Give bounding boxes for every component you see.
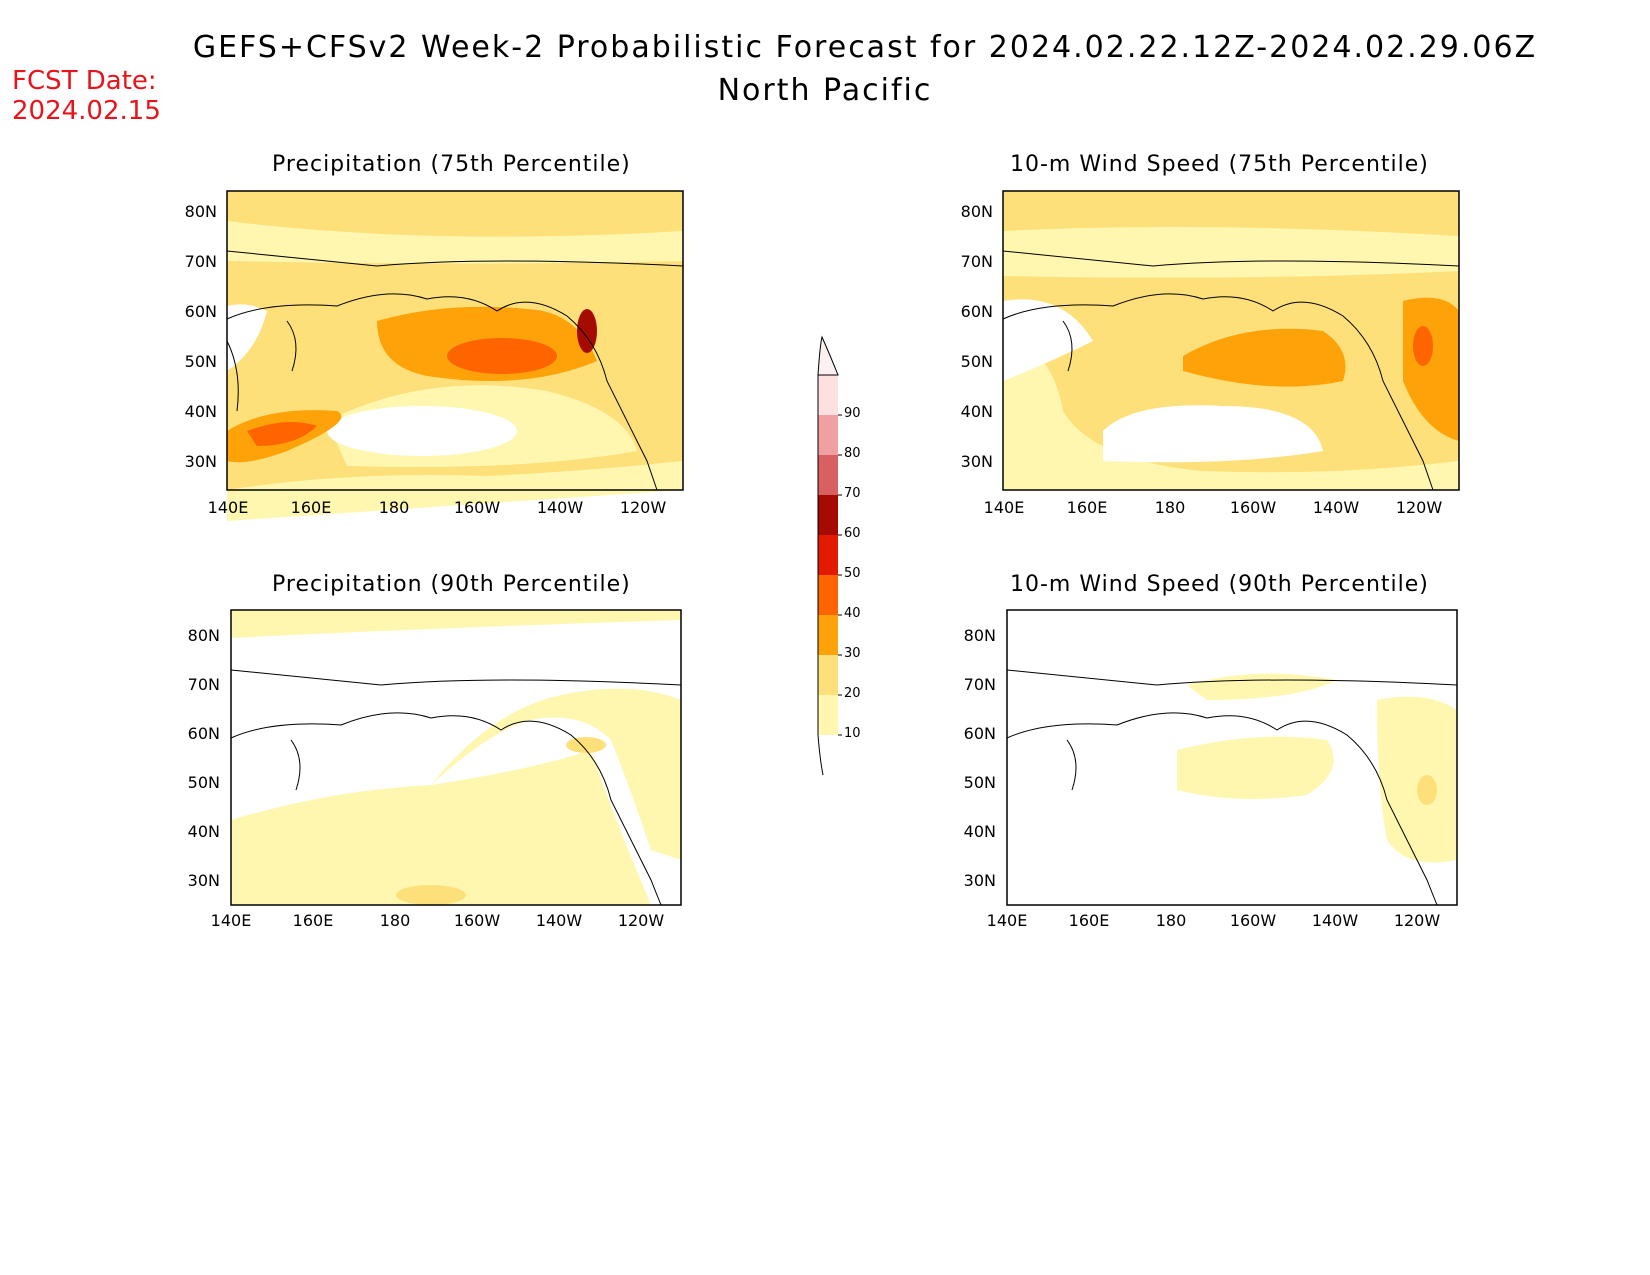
colorbar-swatch-80 bbox=[818, 415, 838, 455]
lon-label-140e: 140E bbox=[207, 498, 249, 517]
colorbar-swatch-90 bbox=[818, 375, 838, 415]
lat-label-50n: 50N bbox=[960, 352, 993, 371]
lat-label-30n: 30N bbox=[963, 871, 996, 890]
lon-label-160e: 160E bbox=[290, 498, 332, 517]
colorbar-swatch-10 bbox=[818, 695, 838, 735]
lat-label-40n: 40N bbox=[184, 402, 217, 421]
lon-label-160e: 160E bbox=[1068, 911, 1110, 930]
lat-label-80n: 80N bbox=[960, 202, 993, 221]
panel-title-precip-90: Precipitation (90th Percentile) bbox=[272, 572, 631, 597]
lat-label-70n: 70N bbox=[963, 675, 996, 694]
colorbar-label-60: 60 bbox=[844, 526, 861, 541]
colorbar-label-20: 20 bbox=[844, 686, 861, 701]
colorbar-swatch-60 bbox=[818, 495, 838, 535]
colorbar-top-cap bbox=[817, 335, 839, 376]
colorbar-label-30: 30 bbox=[844, 646, 861, 661]
lat-label-30n: 30N bbox=[960, 452, 993, 471]
lat-label-50n: 50N bbox=[184, 352, 217, 371]
lon-label-160w: 160W bbox=[453, 911, 501, 930]
colorbar-swatch-50 bbox=[818, 535, 838, 575]
lon-label-160e: 160E bbox=[1066, 498, 1108, 517]
lon-label-140e: 140E bbox=[210, 911, 252, 930]
lon-label-140w: 140W bbox=[1311, 911, 1359, 930]
lat-label-40n: 40N bbox=[187, 822, 220, 841]
panel-title-wind-90: 10-m Wind Speed (90th Percentile) bbox=[1010, 572, 1429, 597]
lon-label-180: 180 bbox=[379, 911, 411, 930]
map-precip-75 bbox=[226, 190, 684, 521]
lat-label-60n: 60N bbox=[184, 302, 217, 321]
lat-label-30n: 30N bbox=[187, 871, 220, 890]
colorbar-swatch-40 bbox=[818, 575, 838, 615]
lon-label-120w: 120W bbox=[1393, 911, 1441, 930]
lon-label-180: 180 bbox=[1154, 498, 1186, 517]
lon-label-120w: 120W bbox=[619, 498, 667, 517]
lat-label-80n: 80N bbox=[184, 202, 217, 221]
lon-label-120w: 120W bbox=[1395, 498, 1443, 517]
colorbar-label-40: 40 bbox=[844, 606, 861, 621]
lat-label-70n: 70N bbox=[184, 252, 217, 271]
lon-label-140w: 140W bbox=[536, 498, 584, 517]
lon-label-160w: 160W bbox=[1229, 911, 1277, 930]
lat-label-70n: 70N bbox=[960, 252, 993, 271]
colorbar-swatch-30 bbox=[818, 615, 838, 655]
lon-label-140w: 140W bbox=[1312, 498, 1360, 517]
lat-label-80n: 80N bbox=[187, 626, 220, 645]
lat-label-60n: 60N bbox=[960, 302, 993, 321]
lat-label-50n: 50N bbox=[187, 773, 220, 792]
fcst-date-label: FCST Date: bbox=[12, 66, 157, 96]
lat-label-80n: 80N bbox=[963, 626, 996, 645]
panel-title-wind-75: 10-m Wind Speed (75th Percentile) bbox=[1010, 152, 1429, 177]
lat-label-40n: 40N bbox=[963, 822, 996, 841]
map-precip-90 bbox=[230, 609, 682, 906]
colorbar-bottom-cap bbox=[817, 734, 824, 776]
lon-label-140w: 140W bbox=[535, 911, 583, 930]
colorbar-label-10: 10 bbox=[844, 726, 861, 741]
lon-label-140e: 140E bbox=[983, 498, 1025, 517]
colorbar-swatch-70 bbox=[818, 455, 838, 495]
map-wind-90 bbox=[1006, 609, 1458, 906]
lat-label-70n: 70N bbox=[187, 675, 220, 694]
lat-label-40n: 40N bbox=[960, 402, 993, 421]
lon-label-160w: 160W bbox=[453, 498, 501, 517]
lat-label-50n: 50N bbox=[963, 773, 996, 792]
lat-label-60n: 60N bbox=[963, 724, 996, 743]
colorbar-label-70: 70 bbox=[844, 486, 861, 501]
lon-label-120w: 120W bbox=[617, 911, 665, 930]
lat-label-60n: 60N bbox=[187, 724, 220, 743]
lon-label-160e: 160E bbox=[292, 911, 334, 930]
colorbar-swatch-20 bbox=[818, 655, 838, 695]
colorbar-label-50: 50 bbox=[844, 566, 861, 581]
lon-label-180: 180 bbox=[1155, 911, 1187, 930]
panel-title-precip-75: Precipitation (75th Percentile) bbox=[272, 152, 631, 177]
region-subtitle: North Pacific bbox=[717, 73, 933, 108]
lat-label-30n: 30N bbox=[184, 452, 217, 471]
fcst-date-value: 2024.02.15 bbox=[12, 96, 161, 126]
page-title: GEFS+CFSv2 Week-2 Probabilistic Forecast… bbox=[192, 30, 1538, 65]
colorbar bbox=[817, 335, 842, 776]
lon-label-160w: 160W bbox=[1229, 498, 1277, 517]
colorbar-label-90: 90 bbox=[844, 406, 861, 421]
map-wind-75 bbox=[1002, 190, 1460, 491]
lon-label-180: 180 bbox=[378, 498, 410, 517]
lon-label-140e: 140E bbox=[986, 911, 1028, 930]
colorbar-label-80: 80 bbox=[844, 446, 861, 461]
